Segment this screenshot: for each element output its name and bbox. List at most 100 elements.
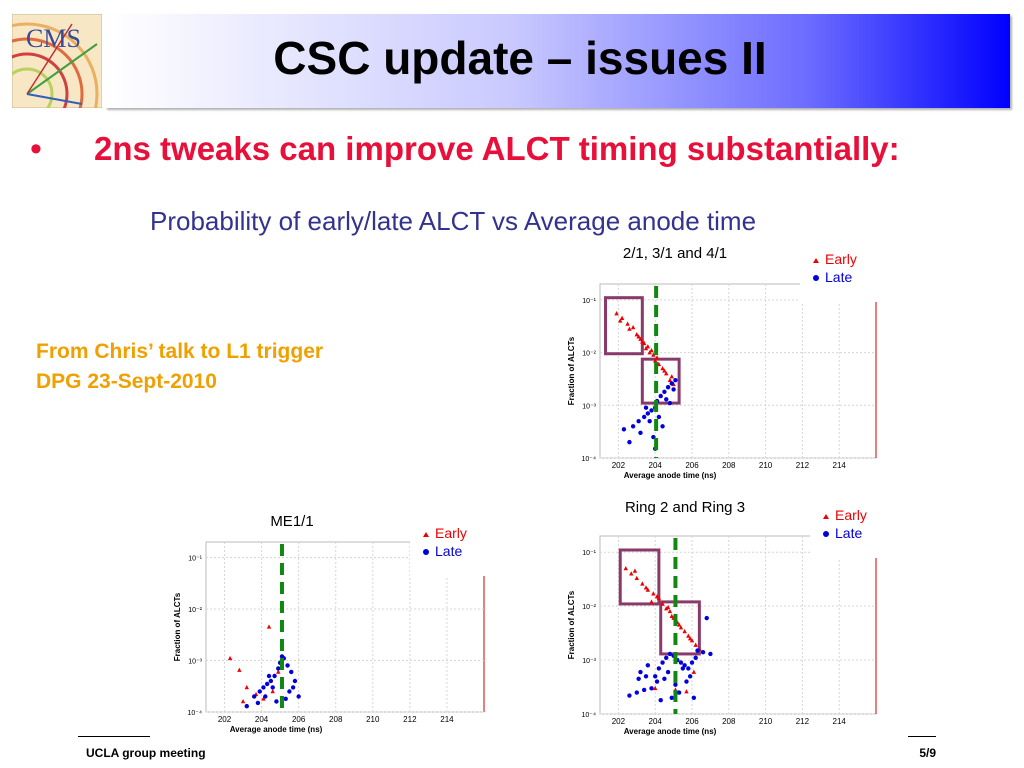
late-point [695, 648, 700, 653]
early-point [237, 667, 242, 672]
late-point [660, 660, 665, 665]
y-tick-label: 10⁻¹ [582, 298, 596, 305]
late-point [643, 405, 649, 410]
late-point [649, 408, 654, 413]
highlight-box [618, 548, 661, 606]
early-point [240, 698, 246, 704]
chart-ring-2-3: Ring 2 and Ring 3 202 204 206 208 210 212 214 10… [567, 496, 890, 736]
footer-line-right [908, 736, 936, 737]
late-point [653, 674, 658, 679]
legend-label: Early [435, 525, 467, 541]
early-point [634, 332, 639, 337]
legend-label: Late [825, 269, 852, 285]
late-point [272, 673, 277, 679]
x-tick-label: 204 [649, 461, 663, 470]
chart-title: Ring 2 and Ring 3 [625, 499, 745, 516]
late-point [257, 689, 262, 694]
early-point [649, 347, 654, 353]
late-point [276, 666, 281, 671]
early-point [629, 571, 634, 576]
late-point [656, 414, 662, 420]
late-point [658, 698, 663, 703]
chart-station-2-3-4: 2/1, 3/1 and 4/1 202 204 206 208 210 212 214 10⁻… [567, 242, 890, 480]
logo-text: CMS [26, 24, 81, 53]
plot-frame [599, 535, 877, 715]
early-point [625, 321, 630, 326]
y-axis-label: Fraction of ALCTs [567, 590, 576, 659]
x-axis-label: Average anode time (ns) [230, 725, 323, 734]
early-point [276, 669, 281, 674]
x-tick-label: 204 [649, 717, 663, 726]
early-point [654, 355, 660, 360]
x-tick-label: 214 [833, 461, 847, 470]
late-point [676, 690, 682, 695]
late-point [669, 381, 674, 386]
early-point [667, 608, 673, 614]
early-point [669, 374, 674, 379]
chart-title: ME1/1 [270, 513, 313, 530]
early-point [640, 339, 645, 344]
x-axis-label: Average anode time (ns) [624, 727, 717, 736]
late-point [662, 389, 667, 395]
early-point [634, 575, 639, 580]
early-point [687, 636, 693, 641]
x-tick-label: 212 [403, 715, 417, 724]
late-point [641, 414, 647, 420]
y-axis-label: Fraction of ALCTs [567, 336, 576, 405]
late-point [656, 666, 662, 671]
late-point [687, 674, 693, 679]
late-point [664, 397, 669, 402]
early-point [244, 684, 249, 690]
early-point [662, 368, 667, 373]
late-point [689, 660, 695, 665]
late-point [627, 693, 632, 698]
late-point [671, 387, 676, 392]
legend-mask [810, 496, 890, 558]
x-tick-label: 210 [366, 715, 380, 724]
late-point [630, 424, 636, 429]
legend-late-marker [813, 275, 819, 281]
x-tick-label: 210 [759, 717, 773, 726]
late-point [667, 651, 673, 657]
late-point [289, 669, 294, 675]
early-point [693, 642, 698, 647]
late-point [266, 673, 272, 679]
legend-late-marker [423, 549, 429, 555]
late-point [268, 678, 274, 684]
y-tick-label: 10⁻³ [582, 658, 596, 665]
x-tick-label: 208 [722, 717, 736, 726]
early-point [660, 601, 665, 606]
late-point [285, 663, 290, 668]
y-tick-label: 10⁻² [582, 351, 596, 358]
footer-page-number: 5/9 [919, 746, 936, 760]
late-point [686, 666, 691, 671]
bullet-text: 2ns tweaks can improve ALCT timing subst… [94, 130, 900, 167]
legend-early-marker [823, 514, 829, 519]
cms-logo: CMS [0, 13, 103, 166]
late-point [255, 700, 261, 706]
early-point [676, 622, 682, 627]
early-point [638, 336, 643, 341]
legend-label: Early [835, 507, 867, 523]
early-point [653, 358, 658, 363]
highlight-box [604, 296, 644, 356]
late-point [658, 393, 663, 399]
late-point [684, 679, 689, 684]
late-point [621, 427, 627, 432]
early-point [651, 591, 656, 596]
early-point [653, 685, 658, 691]
legend-label: Early [825, 251, 857, 267]
plot-frame [599, 283, 877, 459]
title-band [105, 14, 1010, 108]
late-point [292, 678, 298, 684]
early-point [678, 625, 684, 630]
late-point [647, 418, 652, 424]
x-tick-label: 212 [796, 461, 810, 470]
x-tick-label: 202 [612, 717, 626, 726]
early-point [270, 689, 275, 694]
legend-mask [800, 242, 890, 302]
x-tick-label: 214 [440, 715, 454, 724]
early-point [682, 628, 687, 634]
y-tick-label: 10⁻³ [188, 659, 202, 666]
legend-label: Late [835, 525, 862, 541]
